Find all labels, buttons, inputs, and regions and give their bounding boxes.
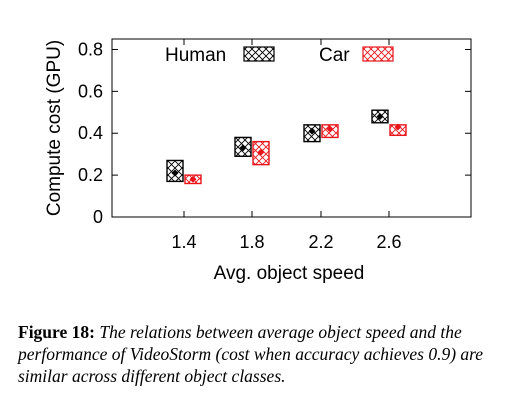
plot-frame [111, 38, 472, 218]
figure-caption: Figure 18: The relations between average… [18, 321, 513, 387]
y-tick-label: 0 [93, 207, 103, 227]
x-tick-label: 1.4 [171, 232, 196, 252]
legend-label-human: Human [165, 45, 226, 66]
y-axis-title: Compute cost (GPU) [44, 40, 65, 216]
median-marker-car-2.6 [394, 123, 402, 131]
legend: Human Car [165, 45, 394, 66]
caption-text: The relations between average object spe… [18, 322, 484, 386]
y-tick-label: 0.4 [78, 123, 103, 143]
median-marker-human-2.2 [308, 127, 316, 135]
x-tick-label: 2.2 [308, 232, 333, 252]
median-marker-human-1.8 [239, 144, 247, 152]
y-tick-label: 0.6 [78, 81, 103, 101]
y-tick-label: 0.2 [78, 165, 103, 185]
x-tick-label: 1.8 [239, 232, 264, 252]
legend-label-car: Car [319, 45, 350, 66]
median-marker-human-1.4 [171, 169, 179, 177]
box-marks [166, 109, 407, 185]
median-marker-car-2.2 [326, 125, 334, 133]
legend-swatch-human [243, 46, 275, 62]
caption-label: Figure 18: [18, 322, 95, 342]
x-axis-title: Avg. object speed [214, 263, 365, 284]
median-marker-car-1.4 [189, 175, 197, 183]
y-tick-label: 0.8 [78, 39, 103, 59]
median-marker-car-1.8 [257, 148, 265, 156]
x-axis: 1.4 1.8 2.2 2.6 [171, 39, 402, 252]
x-tick-label: 2.6 [376, 232, 401, 252]
median-marker-human-2.6 [376, 112, 384, 120]
chart: 0 0.2 0.4 0.6 0.8 1.4 1.8 2.2 2.6 Human Car Avg… [44, 38, 472, 284]
y-axis: 0 0.2 0.4 0.6 0.8 [78, 39, 471, 227]
legend-swatch-car [362, 46, 394, 62]
